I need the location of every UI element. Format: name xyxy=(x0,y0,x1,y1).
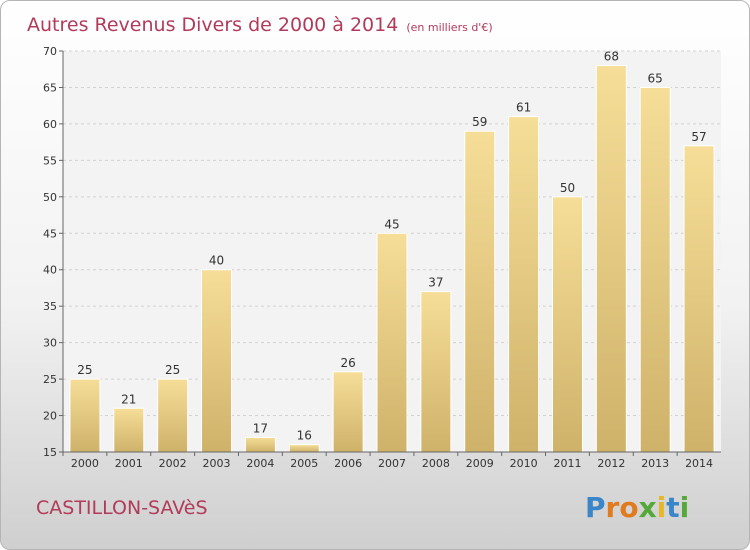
value-label: 59 xyxy=(472,115,487,129)
x-tick-label: 2007 xyxy=(378,457,406,470)
value-label: 25 xyxy=(165,363,180,377)
y-tick-label: 35 xyxy=(43,300,57,313)
y-tick-label: 25 xyxy=(43,373,57,386)
value-label: 57 xyxy=(691,130,706,144)
x-tick-label: 2004 xyxy=(246,457,274,470)
y-tick-label: 40 xyxy=(43,264,57,277)
bar-2011 xyxy=(552,197,582,452)
y-tick-label: 65 xyxy=(43,81,57,94)
y-tick-label: 20 xyxy=(43,410,57,423)
y-tick-label: 45 xyxy=(43,227,57,240)
x-tick-label: 2012 xyxy=(597,457,625,470)
x-tick-label: 2009 xyxy=(466,457,494,470)
x-tick-label: 2011 xyxy=(553,457,581,470)
value-label: 16 xyxy=(297,429,312,443)
bar-2002 xyxy=(158,379,188,452)
proxiti-logo: Proxiti xyxy=(585,491,689,524)
bar-2014 xyxy=(684,146,714,452)
bar-2013 xyxy=(640,87,670,452)
chart-title: Autres Revenus Divers de 2000 à 2014 (en … xyxy=(27,14,493,36)
bar-chart: Autres Revenus Divers de 2000 à 2014 (en … xyxy=(1,1,749,549)
chart-subtitle: (en milliers d'€) xyxy=(406,21,492,34)
bar-2004 xyxy=(245,437,275,452)
value-label: 68 xyxy=(604,50,619,64)
value-label: 25 xyxy=(77,363,92,377)
bar-2007 xyxy=(377,233,407,452)
chart-frame: Autres Revenus Divers de 2000 à 2014 (en … xyxy=(0,0,750,550)
y-tick-label: 55 xyxy=(43,154,57,167)
value-label: 37 xyxy=(428,276,443,290)
value-label: 17 xyxy=(253,421,268,435)
value-label: 65 xyxy=(648,71,663,85)
value-label: 26 xyxy=(340,356,355,370)
value-label: 40 xyxy=(209,254,224,268)
bar-2005 xyxy=(289,445,319,452)
x-tick-label: 2005 xyxy=(290,457,318,470)
bar-2012 xyxy=(596,66,626,452)
x-tick-label: 2006 xyxy=(334,457,362,470)
value-label: 50 xyxy=(560,181,575,195)
y-tick-label: 50 xyxy=(43,191,57,204)
x-tick-label: 2014 xyxy=(685,457,713,470)
x-tick-label: 2000 xyxy=(71,457,99,470)
bar-2010 xyxy=(509,117,539,452)
y-tick-label: 60 xyxy=(43,118,57,131)
bar-2009 xyxy=(465,131,495,452)
bar-2000 xyxy=(70,379,100,452)
value-label: 45 xyxy=(384,217,399,231)
bar-2001 xyxy=(114,408,144,452)
x-tick-label: 2003 xyxy=(203,457,231,470)
x-tick-label: 2008 xyxy=(422,457,450,470)
value-label: 61 xyxy=(516,101,531,115)
bar-2003 xyxy=(202,270,232,452)
place-name: CASTILLON-SAVèS xyxy=(36,497,208,519)
x-tick-label: 2001 xyxy=(115,457,143,470)
x-tick-label: 2002 xyxy=(159,457,187,470)
bar-2006 xyxy=(333,372,363,452)
y-tick-label: 30 xyxy=(43,337,57,350)
x-tick-label: 2013 xyxy=(641,457,669,470)
value-label: 21 xyxy=(121,392,136,406)
y-tick-label: 70 xyxy=(43,45,57,58)
bar-2008 xyxy=(421,292,451,452)
y-tick-label: 15 xyxy=(43,446,57,459)
x-tick-label: 2010 xyxy=(510,457,538,470)
